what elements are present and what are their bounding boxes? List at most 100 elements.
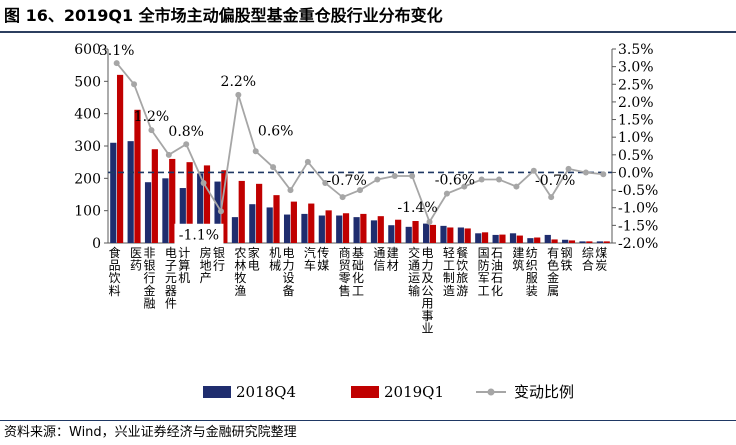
bar-2019q1 xyxy=(116,74,124,243)
category-label: 医药 xyxy=(130,246,142,273)
bar-2019q1 xyxy=(464,228,471,243)
category-label: 综合 xyxy=(582,246,594,273)
legend-label: 变动比例 xyxy=(514,383,574,401)
source-rule xyxy=(0,420,736,421)
legend-swatch-2018q4 xyxy=(203,386,231,398)
category-label: 家电 xyxy=(248,245,260,273)
left-tick-label: 300 xyxy=(74,139,101,155)
bar-2018q4 xyxy=(231,217,239,243)
bar-2019q1 xyxy=(429,224,437,243)
change-ratio-point xyxy=(148,127,155,134)
bar-2018q4 xyxy=(318,215,325,243)
category-label: 传媒 xyxy=(317,245,329,273)
right-tick-label: 0.5% xyxy=(618,148,654,164)
bar-2018q4 xyxy=(353,217,360,243)
bar-2019q1 xyxy=(377,216,384,243)
bar-2018q4 xyxy=(544,234,551,243)
change-ratio-point xyxy=(582,169,589,176)
annotations: 3.1% 1.2%0.8% -1.1% 2.2% 0.6% -0.7% -1.4% -0.6%… xyxy=(99,43,575,245)
bar-2018q4 xyxy=(283,214,291,243)
category-label: 煤炭 xyxy=(595,246,607,273)
category-label: 商贸零售 xyxy=(339,245,351,298)
bar-2018q4 xyxy=(562,239,569,243)
right-tick-label: 2.0% xyxy=(618,95,654,111)
bar-2018q4 xyxy=(266,207,273,243)
bar-2019q1 xyxy=(360,213,367,243)
change-ratio-point xyxy=(565,165,572,172)
bar-2019q1 xyxy=(481,232,489,243)
legend-marker xyxy=(487,388,495,396)
left-tick-label: 500 xyxy=(74,74,101,90)
category-label: 餐饮旅游 xyxy=(456,245,468,298)
annotation-label: 0.8% xyxy=(168,124,204,140)
bar-2019q1 xyxy=(325,210,332,243)
bar-2018q4 xyxy=(197,173,204,243)
bar-2018q4 xyxy=(162,178,169,243)
bar-2018q4 xyxy=(144,182,152,243)
right-tick-label: 1.0% xyxy=(618,130,654,146)
change-ratio-point xyxy=(443,190,450,197)
change-ratio-point xyxy=(200,180,207,187)
change-ratio-point xyxy=(548,194,555,201)
change-ratio-point xyxy=(391,172,398,179)
category-label: 建材 xyxy=(387,246,399,273)
left-tick-label: 200 xyxy=(74,171,101,187)
change-ratio-point xyxy=(183,141,190,148)
legend-swatch-2019q1 xyxy=(351,386,379,398)
bar-2019q1 xyxy=(203,165,211,243)
bar-2018q4 xyxy=(388,225,395,243)
bar-2019q1 xyxy=(134,109,141,243)
left-tick-label: 0 xyxy=(92,236,101,252)
right-tick-label: -1.5% xyxy=(618,218,658,234)
category-label: 建筑 xyxy=(512,246,524,273)
change-ratio-point xyxy=(322,180,329,187)
bar-2019q1 xyxy=(169,158,176,243)
bar-2019q1 xyxy=(308,203,315,243)
bar-2018q4 xyxy=(249,204,256,243)
left-tick-label: 400 xyxy=(74,107,101,123)
category-label: 电子元器件 xyxy=(165,246,177,310)
change-ratio-point xyxy=(165,151,172,158)
annotation-box xyxy=(174,223,224,245)
category-label: 通信 xyxy=(373,246,385,273)
bar-2018q4 xyxy=(509,233,517,243)
bar-2019q1 xyxy=(568,240,576,243)
annotation-label: 3.1% xyxy=(99,43,135,59)
right-tick-label: -0.5% xyxy=(618,183,658,199)
bar-2019q1 xyxy=(534,237,541,243)
left-tick-label: 100 xyxy=(74,204,101,220)
bar-2018q4 xyxy=(440,225,447,243)
bar-2019q1 xyxy=(412,221,419,243)
change-ratio-point xyxy=(600,171,607,178)
bar-2018q4 xyxy=(110,142,117,243)
change-ratio-point xyxy=(217,208,224,215)
change-ratio-point xyxy=(374,176,381,183)
bar-2018q4 xyxy=(492,234,499,243)
category-label: 石油石化 xyxy=(491,246,503,298)
bar-2018q4 xyxy=(423,223,430,243)
bar-series xyxy=(110,74,610,243)
bar-2019q1 xyxy=(290,201,297,243)
bar-2018q4 xyxy=(596,241,604,243)
legend-label: 2018Q4 xyxy=(236,383,296,401)
change-ratio-point xyxy=(409,172,416,179)
annotation-label: -1.1% xyxy=(179,227,219,243)
category-label: 电力及公用事业 xyxy=(422,246,434,336)
annotation-label: -0.7% xyxy=(326,173,366,189)
bar-2019q1 xyxy=(342,213,350,243)
right-tick-label: 0.0% xyxy=(618,165,654,181)
bar-2019q1 xyxy=(273,195,280,243)
bar-2019q1 xyxy=(395,219,402,243)
change-ratio-point xyxy=(131,81,138,88)
category-label: 钢铁 xyxy=(561,246,573,273)
category-label: 纺织服装 xyxy=(526,246,538,298)
bar-2018q4 xyxy=(405,226,412,243)
category-label: 非银行金融 xyxy=(143,246,155,310)
annotation-label: -1.4% xyxy=(397,200,437,216)
figure-title: 图 16、2019Q1 全市场主动偏股型基金重仓股行业分布变化 xyxy=(4,6,443,25)
category-label: 电力设备 xyxy=(282,246,294,298)
category-label: 房地产 xyxy=(200,245,212,285)
category-label: 轻工制造 xyxy=(443,246,455,298)
right-tick-label: 2.5% xyxy=(618,77,654,93)
